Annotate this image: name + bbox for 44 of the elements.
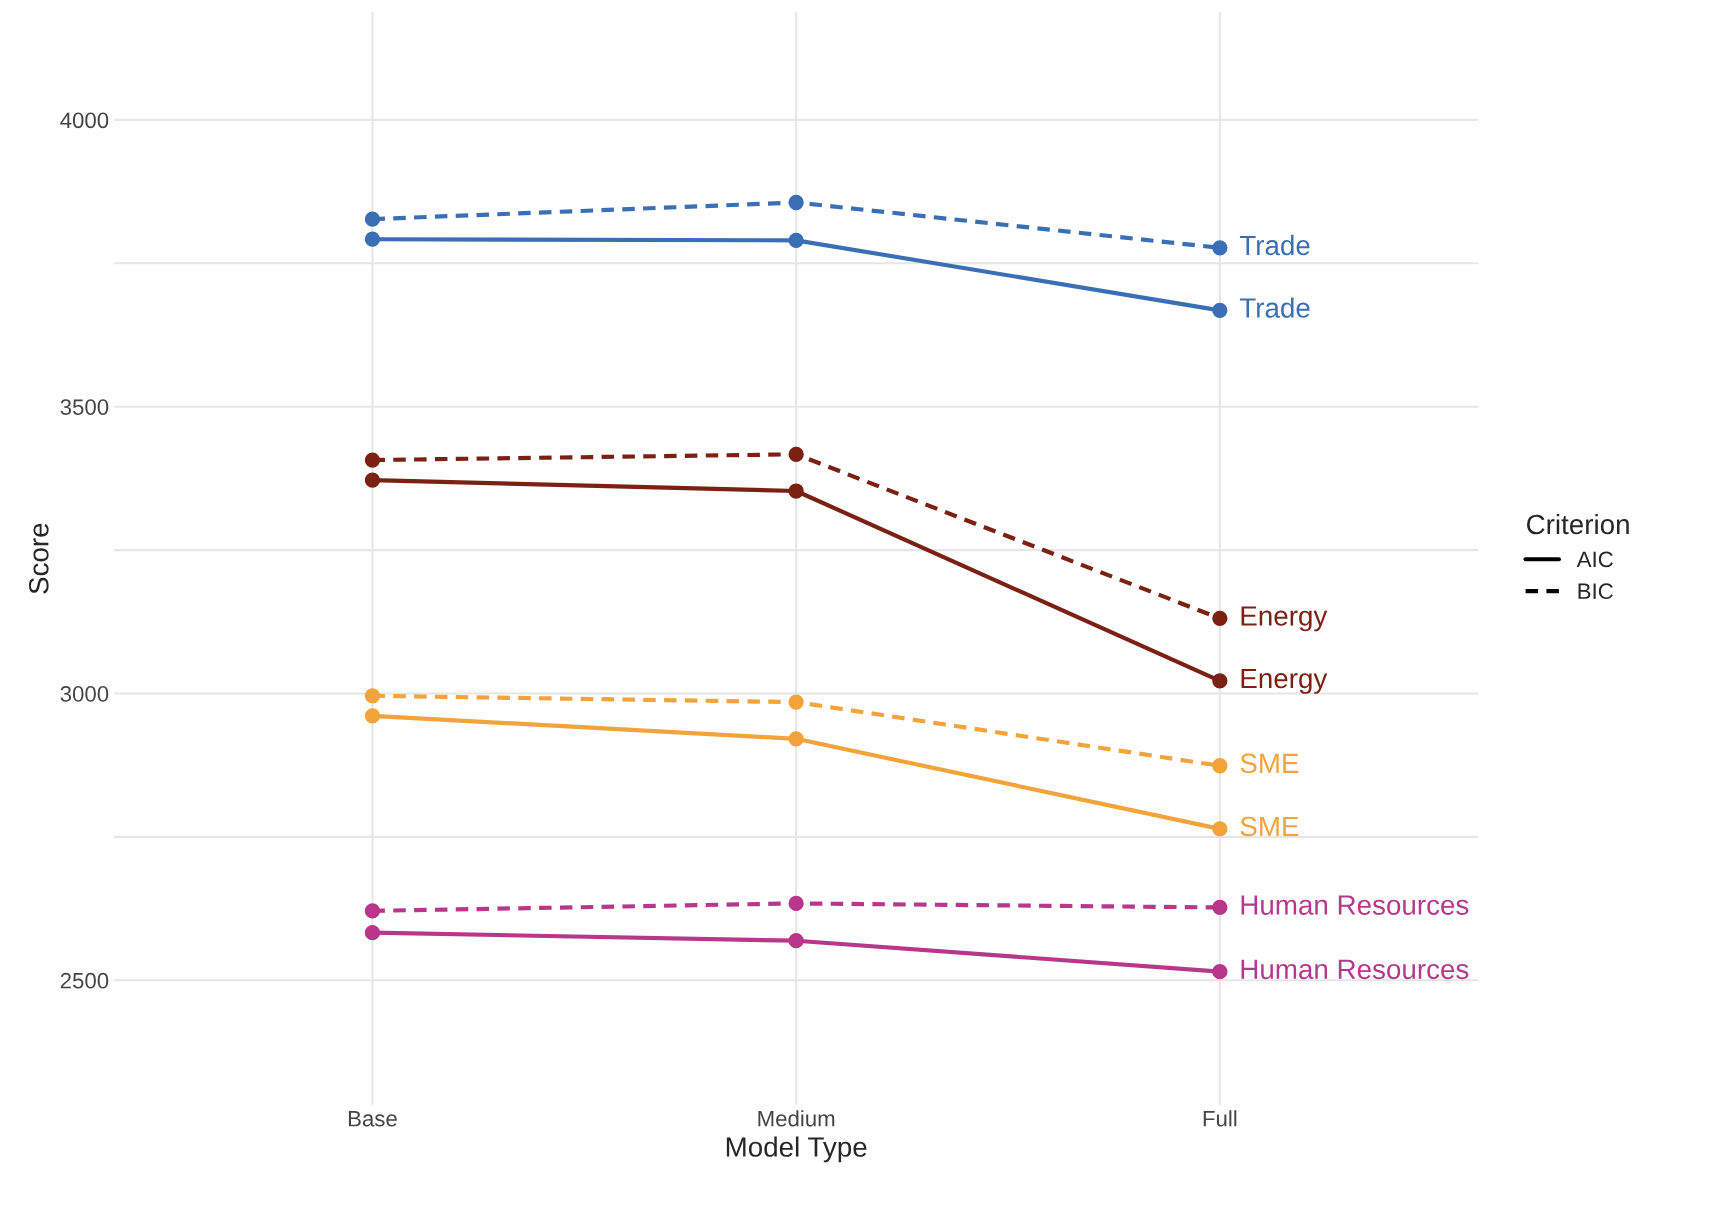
series-label: Human Resources bbox=[1241, 959, 1469, 980]
point bbox=[788, 194, 804, 211]
series-label: Energy bbox=[1241, 606, 1328, 632]
point bbox=[1212, 899, 1228, 916]
y-tick-label: 4000 bbox=[60, 112, 109, 129]
point bbox=[788, 483, 804, 499]
legend-label: AIC bbox=[1576, 551, 1613, 568]
point bbox=[1212, 821, 1228, 837]
series-label: Energy bbox=[1241, 668, 1328, 694]
point bbox=[788, 933, 804, 949]
point bbox=[364, 903, 381, 919]
point bbox=[1212, 240, 1228, 256]
series-label: SME bbox=[1240, 816, 1299, 837]
point bbox=[788, 232, 804, 249]
point bbox=[788, 446, 804, 462]
y-tick-label: 2500 bbox=[60, 972, 109, 989]
x-tick-label: Medium bbox=[758, 1110, 835, 1127]
series-label: Trade bbox=[1239, 297, 1310, 318]
point bbox=[364, 472, 381, 488]
series-label: SME bbox=[1240, 753, 1299, 774]
point bbox=[364, 925, 381, 941]
x-tick-label: Full bbox=[1203, 1110, 1237, 1127]
point bbox=[364, 231, 381, 247]
point bbox=[1212, 964, 1228, 980]
point bbox=[788, 731, 804, 747]
point bbox=[788, 895, 804, 912]
point bbox=[1212, 302, 1228, 318]
point bbox=[364, 688, 381, 704]
series-label: Human Resources bbox=[1241, 895, 1469, 915]
series-label: Trade bbox=[1239, 234, 1310, 256]
point bbox=[1212, 758, 1228, 774]
legend-label: BIC bbox=[1578, 583, 1613, 600]
x-tick-label: Base bbox=[348, 1111, 397, 1127]
legend-title: Criterion bbox=[1527, 513, 1629, 535]
point bbox=[1212, 610, 1228, 626]
point bbox=[1212, 673, 1228, 689]
y-axis-title: Score bbox=[28, 523, 49, 594]
point bbox=[788, 694, 804, 710]
x-axis-title: Model Type bbox=[726, 1136, 867, 1163]
point bbox=[364, 452, 381, 468]
point bbox=[364, 211, 381, 227]
point bbox=[364, 708, 381, 724]
y-tick-label: 3000 bbox=[60, 686, 109, 702]
y-tick-label: 3500 bbox=[60, 399, 109, 415]
